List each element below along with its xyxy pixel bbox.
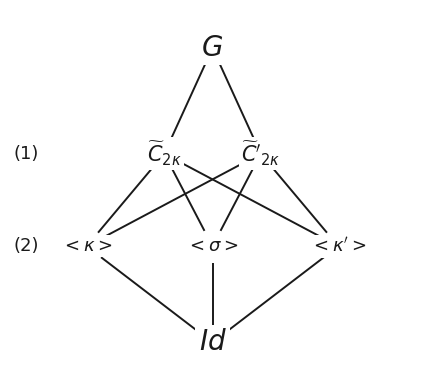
Text: $Id$: $Id$ xyxy=(198,329,227,356)
Text: (1): (1) xyxy=(13,145,39,163)
Text: $G$: $G$ xyxy=(201,34,224,62)
Text: $\widetilde{C}'_{2\kappa}$: $\widetilde{C}'_{2\kappa}$ xyxy=(241,140,280,168)
Text: $<\sigma>$: $<\sigma>$ xyxy=(187,237,238,255)
Text: $\widetilde{C}_{2\kappa}$: $\widetilde{C}_{2\kappa}$ xyxy=(147,140,181,168)
Text: (2): (2) xyxy=(13,237,39,255)
Text: $<\kappa>$: $<\kappa>$ xyxy=(61,237,112,255)
Text: $<\kappa'>$: $<\kappa'>$ xyxy=(310,237,366,256)
